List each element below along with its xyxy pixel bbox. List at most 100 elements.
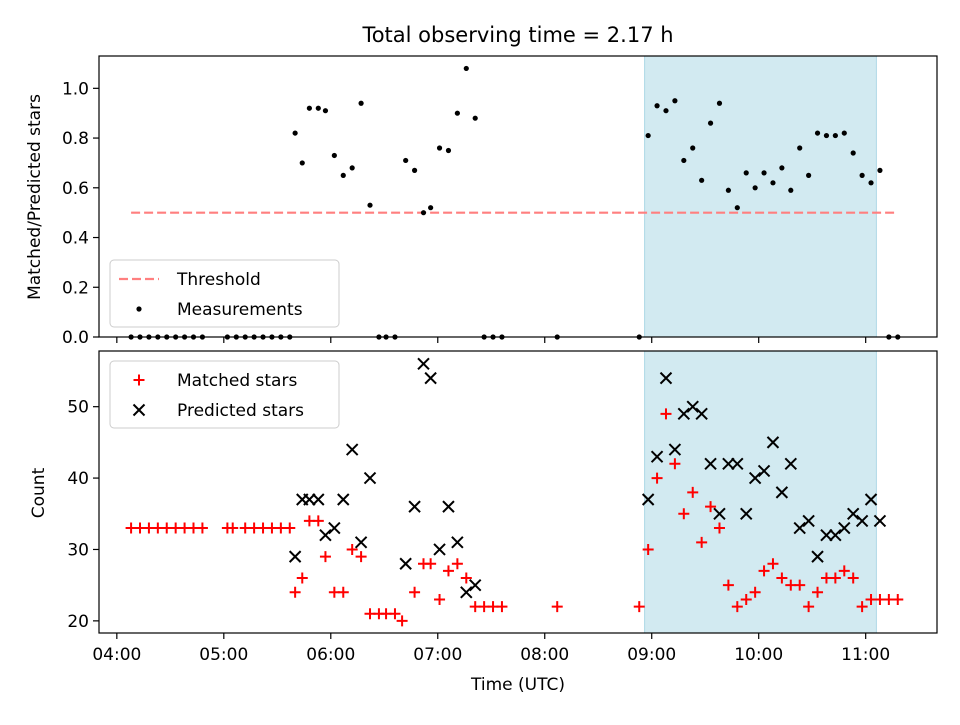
data-point — [841, 130, 847, 136]
legend-predicted-swatch — [132, 403, 146, 417]
data-point — [659, 371, 673, 385]
data-point — [196, 522, 208, 534]
data-point — [355, 551, 367, 563]
data-point — [812, 586, 824, 598]
data-point — [734, 205, 740, 211]
y-tick-label: 0.4 — [62, 229, 89, 249]
data-point — [367, 202, 373, 208]
data-point — [690, 145, 696, 151]
data-point — [633, 601, 645, 613]
data-point — [758, 565, 770, 577]
series-predicted-stars — [288, 357, 887, 599]
data-point — [779, 165, 785, 171]
data-point — [793, 521, 806, 535]
data-point — [306, 105, 312, 111]
data-point — [713, 507, 726, 520]
data-point — [767, 558, 779, 570]
data-point — [669, 458, 681, 470]
data-point — [806, 172, 812, 178]
data-point — [411, 167, 418, 173]
data-point — [847, 572, 859, 584]
series-matched-stars — [125, 408, 904, 627]
data-point — [469, 578, 482, 592]
data-point — [436, 145, 443, 151]
data-point — [319, 528, 332, 542]
x-tick-label: 11:00 — [841, 645, 890, 665]
top-y-axis-label: Matched/Predicted stars — [25, 94, 45, 300]
legend-label: Matched stars — [177, 371, 297, 391]
data-point — [337, 493, 350, 506]
data-point — [345, 443, 359, 456]
data-point — [322, 108, 329, 114]
data-point — [663, 108, 669, 114]
data-point — [716, 100, 723, 106]
data-point — [460, 586, 473, 599]
data-point — [868, 180, 874, 186]
data-point — [705, 501, 717, 513]
data-point — [433, 543, 446, 556]
data-point — [454, 110, 460, 116]
axes-frame — [98, 350, 938, 634]
data-point — [409, 586, 421, 598]
x-tick-label: 07:00 — [413, 645, 462, 665]
data-point — [299, 160, 305, 166]
y-tick-label: 30 — [67, 540, 89, 560]
data-point — [686, 400, 699, 413]
data-point — [227, 522, 239, 534]
data-point — [358, 100, 364, 106]
data-point — [713, 522, 725, 534]
bottom-panel: 20 30 40 50 04:00 05:00 06:00 07:00 08:00 09:00 10… — [67, 350, 938, 665]
data-point — [660, 408, 672, 420]
data-point — [722, 457, 735, 471]
data-point — [770, 180, 776, 186]
data-point — [722, 579, 734, 591]
data-point — [776, 572, 788, 584]
axes-frame — [98, 55, 938, 338]
data-point — [856, 601, 868, 613]
legend: Threshold Measurements — [109, 259, 340, 328]
data-point — [337, 586, 349, 598]
data-point — [829, 528, 842, 542]
data-point — [695, 407, 708, 421]
legend-label: Threshold — [176, 270, 261, 290]
data-point — [417, 357, 430, 371]
data-point — [725, 187, 731, 193]
data-point — [794, 579, 806, 591]
data-point — [752, 185, 758, 191]
data-point — [873, 514, 887, 528]
data-point — [312, 493, 325, 506]
data-point — [408, 500, 421, 513]
data-point — [451, 536, 464, 549]
legend-label: Predicted stars — [177, 401, 304, 421]
y-tick-label: 50 — [67, 398, 89, 418]
data-point — [349, 165, 355, 171]
y-tick-label: 1.0 — [62, 79, 89, 99]
x-axis-label: Time (UTC) — [470, 675, 565, 695]
chart-title: Total observing time = 2.17 h — [361, 23, 673, 47]
y-tick-label: 0.8 — [62, 129, 89, 149]
data-point — [859, 172, 865, 178]
data-point — [829, 572, 841, 584]
data-point — [668, 443, 682, 456]
data-point — [678, 508, 690, 520]
data-point — [331, 152, 337, 159]
data-point — [788, 187, 794, 193]
data-point — [677, 407, 691, 421]
x-tick-label: 08:00 — [520, 645, 569, 665]
data-point — [303, 493, 316, 506]
data-point — [832, 132, 838, 139]
data-point — [315, 105, 321, 111]
data-point — [820, 528, 833, 542]
data-point — [766, 436, 780, 449]
data-point — [551, 601, 563, 613]
x-tick-label: 04:00 — [92, 645, 141, 665]
data-point — [811, 550, 824, 563]
data-point — [687, 486, 699, 498]
data-point — [645, 132, 651, 139]
data-point — [803, 601, 815, 613]
legend: Matched stars Predicted stars — [109, 360, 340, 429]
data-point — [797, 145, 803, 151]
data-point — [451, 558, 463, 570]
data-point — [288, 550, 302, 563]
